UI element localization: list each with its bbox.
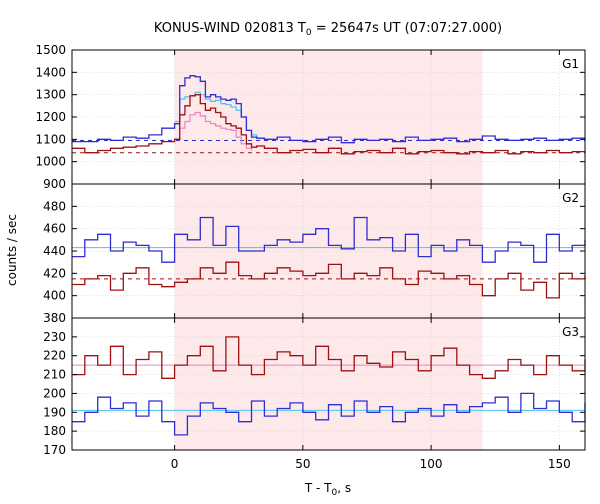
- y-tick-label-g1: 1000: [35, 155, 66, 169]
- x-tick-label: 50: [295, 457, 310, 471]
- shaded-interval-g2: [174, 184, 483, 318]
- series-blue-g2: [72, 216, 586, 263]
- y-tick-label-g2: 380: [43, 311, 66, 325]
- y-tick-label-g2: 460: [43, 222, 66, 236]
- y-tick-label-g1: 1100: [35, 132, 66, 146]
- panel-label-g1: G1: [562, 57, 579, 71]
- y-tick-label-g3: 230: [43, 330, 66, 344]
- y-axis-label: counts / sec: [5, 214, 19, 286]
- series-red-g3: [72, 336, 586, 379]
- y-tick-label-g1: 900: [43, 177, 66, 191]
- x-axis-label-main: T - T: [304, 481, 332, 495]
- series-blue-g3: [72, 392, 586, 436]
- panel-frame-g3: [71, 317, 586, 451]
- chart-title-rest: = 25647s UT (07:07:27.000): [312, 21, 502, 36]
- y-tick-label-g1: 1400: [35, 65, 66, 79]
- y-tick-label-g2: 480: [43, 199, 66, 213]
- series-red-g2: [72, 261, 586, 299]
- x-tick-label: 100: [420, 457, 443, 471]
- series-red-g1: [72, 94, 586, 155]
- y-tick-label-g1: 1300: [35, 88, 66, 102]
- shaded-interval-g3: [174, 318, 483, 450]
- x-axis-label-subscript: 0: [332, 488, 338, 498]
- chart-title: KONUS-WIND 020813 T0 = 25647s UT (07:07:…: [154, 21, 502, 38]
- y-tick-label-g1: 1200: [35, 110, 66, 124]
- y-tick-label-g2: 440: [43, 244, 66, 258]
- y-tick-label-g3: 190: [43, 405, 66, 419]
- series-pink-g1: [174, 111, 253, 151]
- panel-label-g2: G2: [562, 191, 579, 205]
- y-tick-label-g1: 1500: [35, 43, 66, 57]
- y-tick-label-g3: 220: [43, 349, 66, 363]
- chart-title-subscript: 0: [306, 28, 312, 38]
- x-axis-label-rest: , s: [337, 481, 351, 495]
- panel-label-g3: G3: [562, 325, 579, 339]
- x-tick-label: 0: [171, 457, 179, 471]
- y-tick-label-g2: 420: [43, 266, 66, 280]
- chart-title-main: KONUS-WIND 020813 T: [154, 21, 306, 36]
- y-tick-label-g3: 170: [43, 443, 66, 457]
- x-axis-label: T - T0, s: [304, 481, 351, 498]
- y-tick-label-g2: 400: [43, 289, 66, 303]
- y-tick-label-g3: 210: [43, 368, 66, 382]
- x-tick-label: 150: [548, 457, 571, 471]
- y-tick-label-g3: 200: [43, 386, 66, 400]
- y-tick-label-g3: 180: [43, 424, 66, 438]
- series-blue-g1: [72, 75, 586, 144]
